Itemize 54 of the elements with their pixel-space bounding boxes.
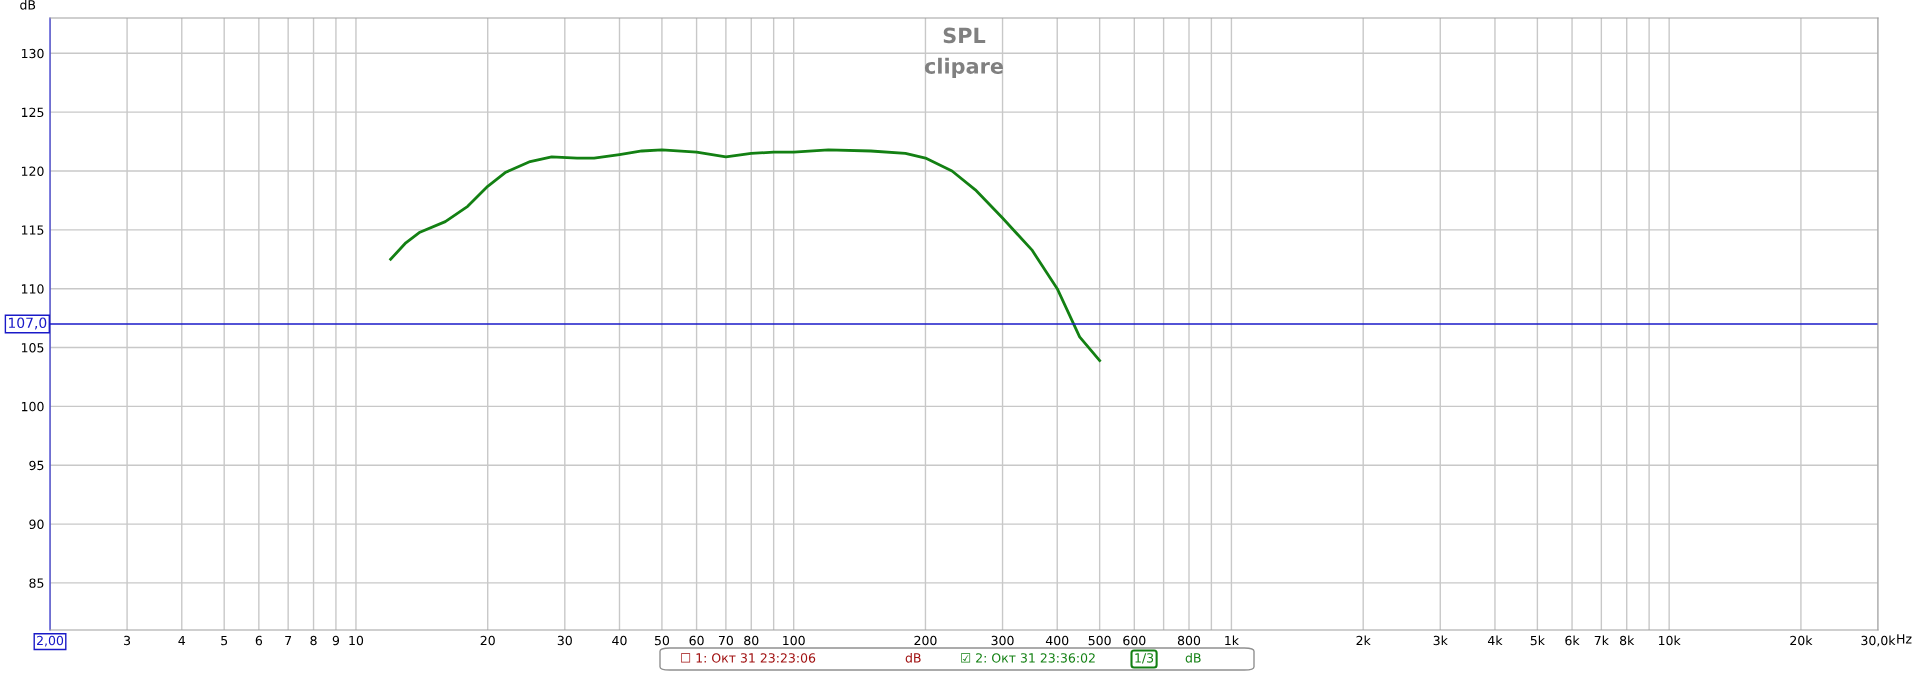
x-tick-label: 4 [178,635,186,646]
y-tick-label: 90 [29,519,44,529]
x-tick-label: 1k [1225,635,1239,646]
x-tick-label: 300 [991,635,1014,646]
x-tick-label: 8 [310,635,317,646]
x-tick-label: 100 [783,635,805,646]
x-tick-label: 50 [654,635,670,646]
x-tick-label: 8k [1619,635,1635,646]
y-tick-label: 110 [21,284,44,294]
y-tick-label: 85 [29,578,44,588]
chart-title: SPL [943,27,986,44]
y-tick-label: 100 [21,401,44,412]
y-axis-title: dB [20,0,36,10]
text: dB [1185,652,1201,663]
x-tick-label: 2k [1356,635,1371,646]
x-tick-label: 70 [718,635,734,646]
text: ☐ 1: Окт 31 23:23:06 [681,653,816,663]
x-tick-label: 40 [612,635,627,646]
x-tick-label: 5 [221,635,228,646]
x-tick-label: 6 [255,635,263,646]
x-tick-label: 80 [744,635,759,646]
x-tick-label: 10k [1658,635,1681,646]
x-tick-label: 600 [1123,635,1146,646]
y-tick-label: 125 [21,107,44,118]
x-tick-label: 200 [914,635,937,646]
x-tick-label: 2,00 [37,635,64,647]
text: dB [905,652,921,663]
x-tick-label: 7k [1594,635,1609,646]
ref-line-label: 107,0 [8,317,47,330]
x-tick-label: 60 [689,635,704,646]
y-tick-label: 120 [21,166,44,176]
x-tick-label: 500 [1088,635,1111,646]
x-tick-label: 400 [1045,635,1069,646]
y-tick-label: 130 [21,48,44,59]
x-tick-label: 6k [1565,635,1580,646]
x-tick-label: 7 [285,635,292,646]
x-tick-label: 10 [349,635,364,646]
x-tick-label: 3k [1433,635,1448,646]
x-tick-label: 9 [332,635,340,646]
x-tick-label: 20k [1790,635,1813,646]
x-tick-label: 3 [124,635,131,646]
text: clipare [924,57,1003,78]
x-tick-label: 5k [1530,635,1545,646]
x-tick-label: 800 [1177,635,1201,646]
text: 1/3 [1135,653,1154,664]
x-axis-title: Hz [1897,634,1912,644]
x-tick-label: 30,0k [1861,635,1896,647]
x-tick-label: 4k [1487,635,1503,646]
y-tick-label: 95 [29,460,44,471]
x-tick-label: 20 [480,635,495,646]
x-tick-label: 30 [557,635,572,646]
y-tick-label: 105 [21,343,44,353]
text: ☑ 2: Окт 31 23:36:02 [961,653,1095,663]
y-tick-label: 115 [21,225,44,235]
